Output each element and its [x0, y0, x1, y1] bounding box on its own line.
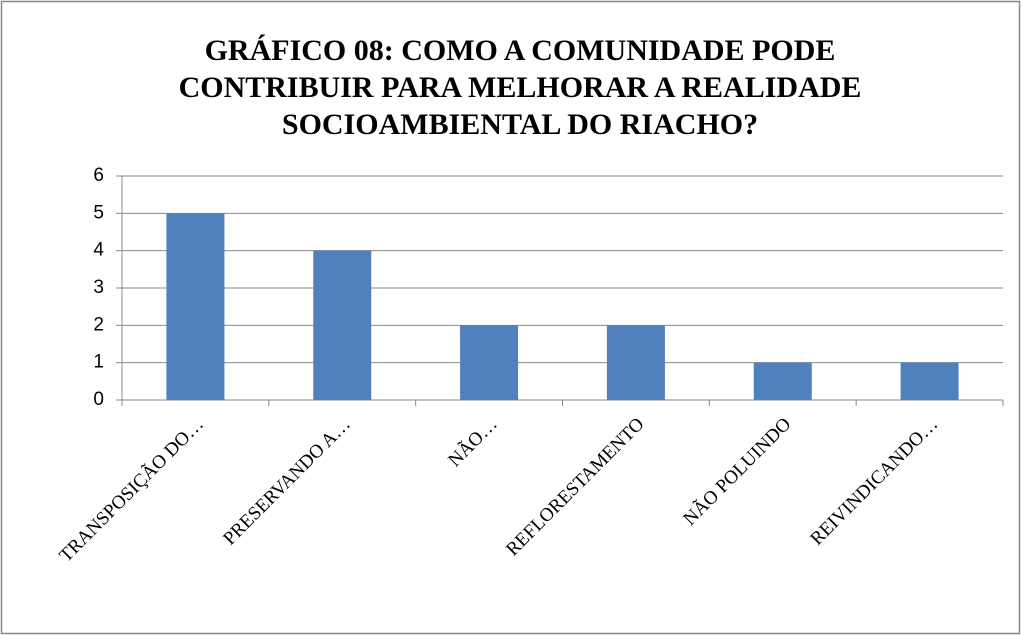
y-tick-label: 1	[93, 352, 104, 373]
y-tick-label: 5	[93, 202, 104, 223]
bar	[753, 362, 812, 400]
bar	[313, 250, 372, 400]
bar	[460, 325, 519, 400]
bar	[606, 325, 665, 400]
chart-title: GRÁFICO 08: COMO A COMUNIDADE PODE CONTR…	[178, 34, 862, 141]
y-tick-label: 0	[93, 389, 104, 410]
bar	[900, 362, 959, 400]
y-tick-label: 4	[93, 240, 104, 261]
y-tick-label: 2	[93, 314, 104, 335]
bar	[166, 213, 225, 400]
y-tick-label: 6	[93, 165, 104, 186]
y-tick-label: 3	[93, 277, 104, 298]
